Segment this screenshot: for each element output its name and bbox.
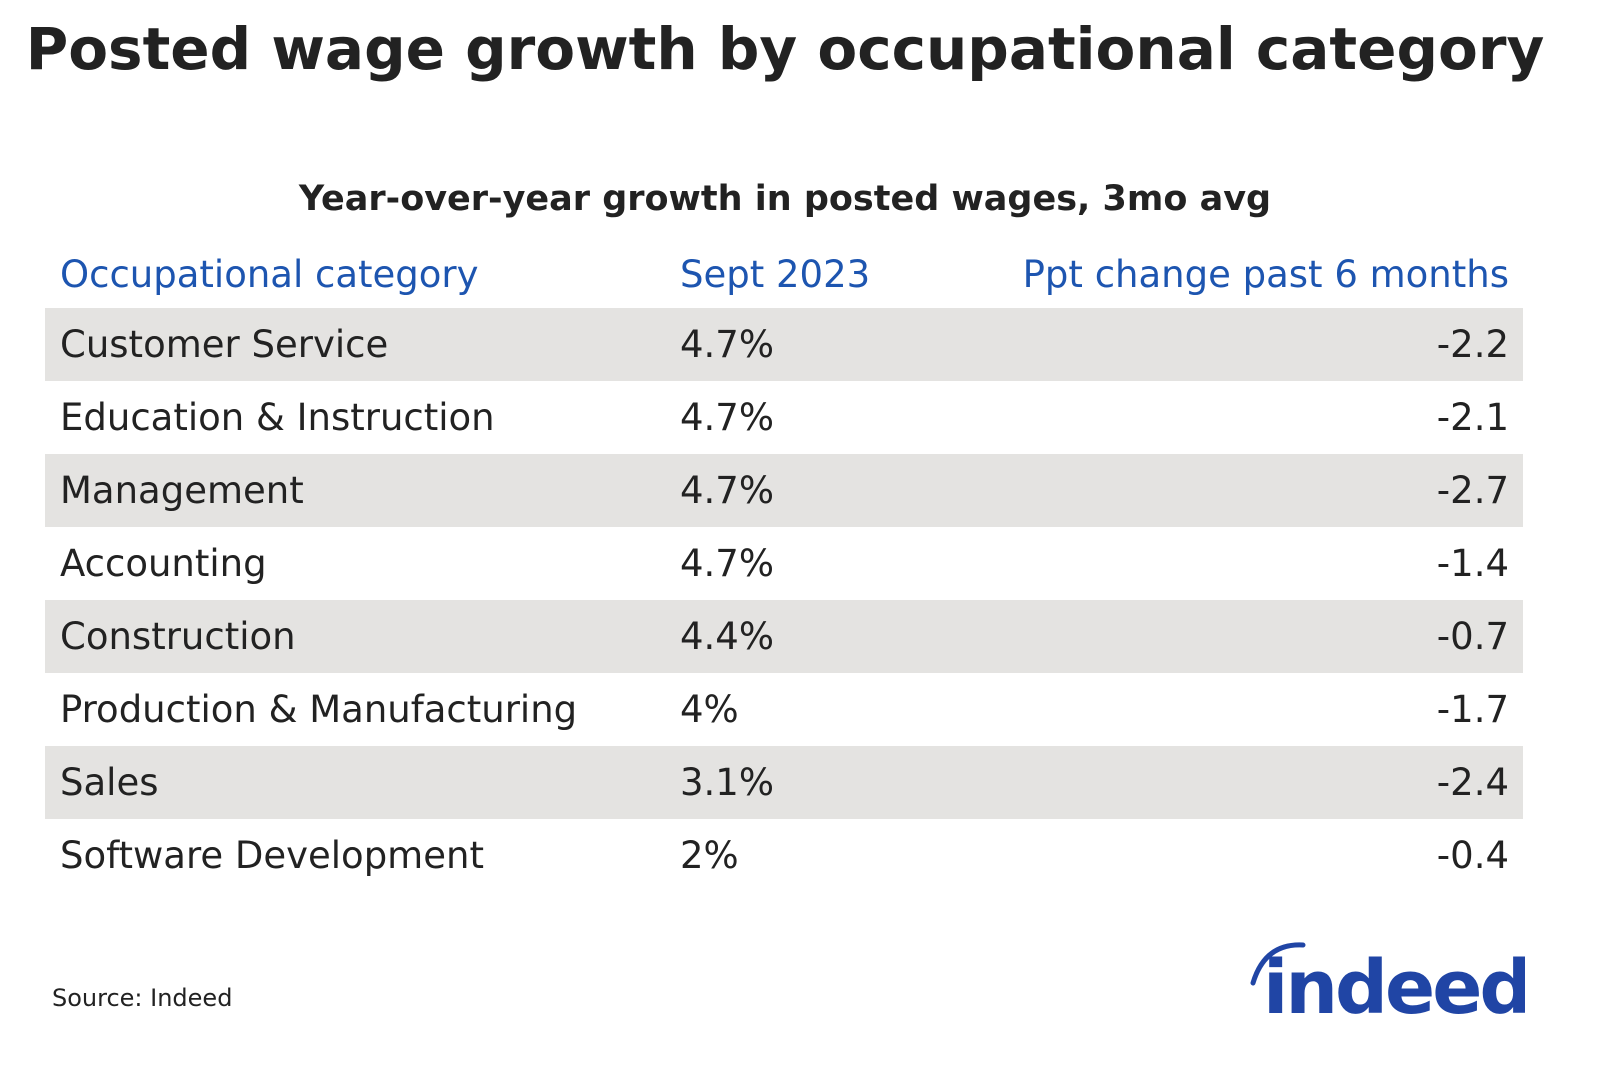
sept-2023-cell: 4.7% xyxy=(680,542,774,585)
table-row: Accounting 4.7% -1.4 xyxy=(45,527,1523,600)
category-cell: Accounting xyxy=(60,542,267,585)
table-row: Management 4.7% -2.7 xyxy=(45,454,1523,527)
ppt-change-cell: -0.7 xyxy=(1436,615,1509,658)
ppt-change-cell: -2.4 xyxy=(1436,761,1509,804)
category-cell: Management xyxy=(60,469,304,512)
chart-title: Posted wage growth by occupational categ… xyxy=(25,15,1545,83)
category-cell: Construction xyxy=(60,615,296,658)
sept-2023-cell: 4.4% xyxy=(680,615,774,658)
chart-subtitle: Year-over-year growth in posted wages, 3… xyxy=(298,179,1272,219)
sept-2023-cell: 4% xyxy=(680,688,739,731)
sept-2023-cell: 4.7% xyxy=(680,323,774,366)
column-header-sept-2023: Sept 2023 xyxy=(680,252,871,296)
table-row: Software Development 2% -0.4 xyxy=(45,819,1523,892)
data-table: Occupational category Sept 2023 Ppt chan… xyxy=(45,240,1523,892)
ppt-change-cell: -2.2 xyxy=(1436,323,1509,366)
ppt-change-cell: -0.4 xyxy=(1436,834,1509,877)
category-cell: Software Development xyxy=(60,834,484,877)
ppt-change-cell: -2.7 xyxy=(1436,469,1509,512)
sept-2023-cell: 2% xyxy=(680,834,739,877)
table-row: Customer Service 4.7% -2.2 xyxy=(45,308,1523,381)
sept-2023-cell: 4.7% xyxy=(680,469,774,512)
table-row: Construction 4.4% -0.7 xyxy=(45,600,1523,673)
category-cell: Education & Instruction xyxy=(60,396,495,439)
category-cell: Sales xyxy=(60,761,159,804)
ppt-change-cell: -1.7 xyxy=(1436,688,1509,731)
table-row: Sales 3.1% -2.4 xyxy=(45,746,1523,819)
source-note: Source: Indeed xyxy=(52,984,233,1012)
category-cell: Production & Manufacturing xyxy=(60,688,578,731)
table-header: Occupational category Sept 2023 Ppt chan… xyxy=(45,240,1523,308)
category-cell: Customer Service xyxy=(60,323,389,366)
column-header-ppt-change: Ppt change past 6 months xyxy=(1022,252,1509,296)
table-row: Production & Manufacturing 4% -1.7 xyxy=(45,673,1523,746)
svg-text:indeed: indeed xyxy=(1263,945,1525,1020)
sept-2023-cell: 4.7% xyxy=(680,396,774,439)
ppt-change-cell: -2.1 xyxy=(1436,396,1509,439)
table-row: Education & Instruction 4.7% -2.1 xyxy=(45,381,1523,454)
sept-2023-cell: 3.1% xyxy=(680,761,774,804)
column-header-category: Occupational category xyxy=(60,252,479,296)
indeed-logo: indeed xyxy=(1245,935,1532,1031)
ppt-change-cell: -1.4 xyxy=(1436,542,1509,585)
